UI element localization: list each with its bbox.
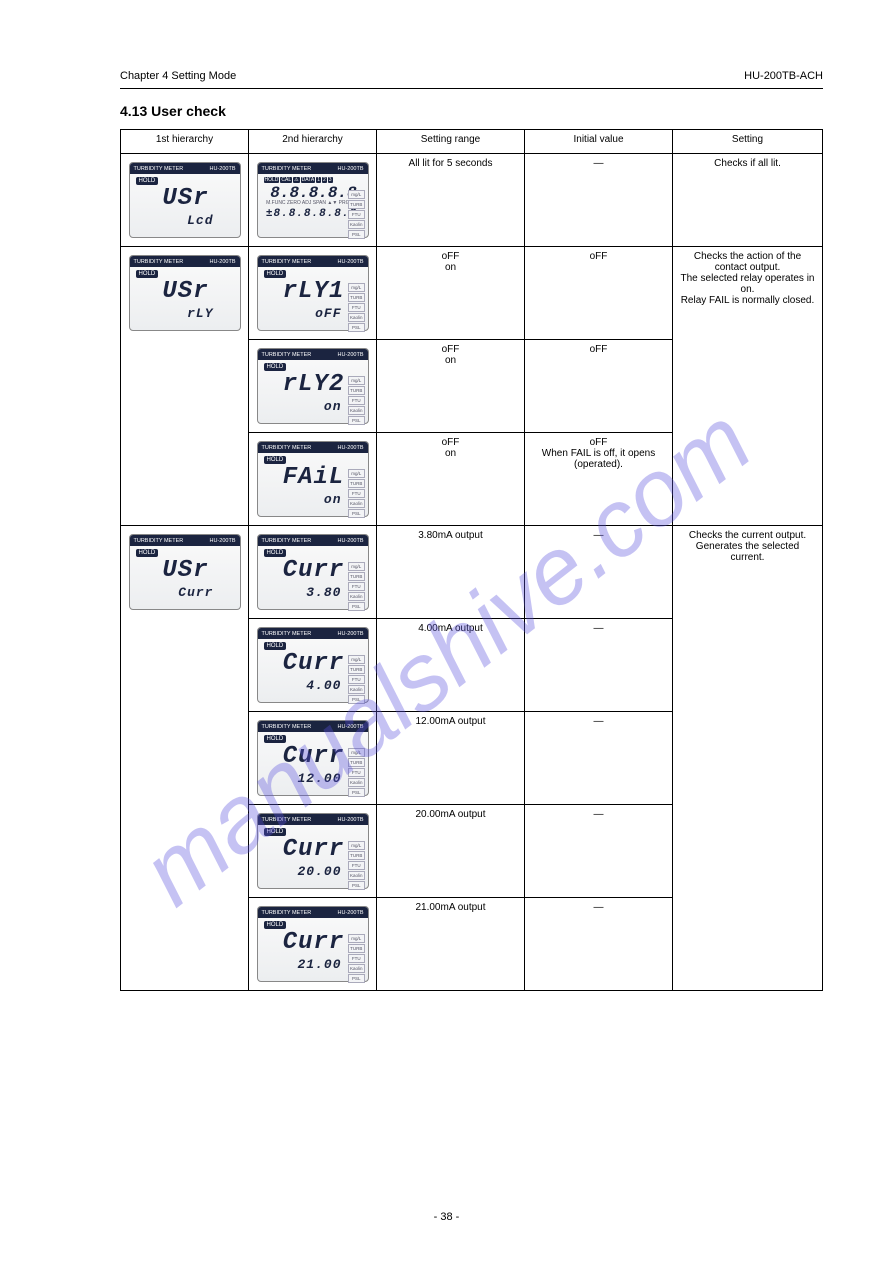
th-3: Setting range (377, 130, 525, 154)
th-5: Setting (673, 130, 823, 154)
lcd-main: USr (136, 280, 236, 304)
hold-badge: HOLD (136, 270, 159, 278)
lcd-display: TURBIDITY METERHU-200TB HOLD rLY1 oFF mg… (257, 255, 369, 331)
hold-badge: HOLD (264, 363, 287, 371)
table-row: TURBIDITY METERHU-200TB HOLD USr Lcd TUR… (121, 154, 823, 247)
lcd-sub: Lcd (136, 214, 236, 227)
l1-cell: TURBIDITY METERHU-200TB HOLD USr Lcd (121, 154, 249, 247)
initial-cell: oFF (525, 247, 673, 340)
initial-cell: — (525, 712, 673, 805)
l1-cell: TURBIDITY METERHU-200TB HOLD USr Curr (121, 526, 249, 991)
lcd-main: USr (136, 559, 236, 583)
range-cell: 21.00mA output (377, 898, 525, 991)
th-2: 2nd hierarchy (249, 130, 377, 154)
lcd-display: TURBIDITY METERHU-200TB HOLD FAiL on mg/… (257, 441, 369, 517)
lcd-display: TURBIDITY METERHU-200TB HOLD Curr 20.00 … (257, 813, 369, 889)
hold-badge: HOLD (264, 828, 287, 836)
range-cell: oFFon (377, 433, 525, 526)
l2-cell: TURBIDITY METERHU-200TB HOLD Curr 4.00 m… (249, 619, 377, 712)
table-row: TURBIDITY METERHU-200TB HOLD USr Curr TU… (121, 526, 823, 619)
th-4: Initial value (525, 130, 673, 154)
hold-badge: HOLD (264, 549, 287, 557)
hold-badge: HOLD (264, 456, 287, 464)
lcd-main: USr (136, 187, 236, 211)
initial-cell: — (525, 898, 673, 991)
l1-cell: TURBIDITY METERHU-200TB HOLD USr rLY (121, 247, 249, 526)
l2-cell: TURBIDITY METERHU-200TB HOLD rLY2 on mg/… (249, 340, 377, 433)
lcd-display: TURBIDITY METERHU-200TB HOLD Curr 21.00 … (257, 906, 369, 982)
lcd-display: TURBIDITY METERHU-200TB HOLD Curr 3.80 m… (257, 534, 369, 610)
lcd-display: TURBIDITY METERHU-200TB HOLD Curr 4.00 m… (257, 627, 369, 703)
range-cell: 12.00mA output (377, 712, 525, 805)
table-row: TURBIDITY METERHU-200TB HOLD USr rLY TUR… (121, 247, 823, 340)
setting-cell: Checks the current output.Generates the … (673, 526, 823, 991)
lcd-display: TURBIDITY METERHU-200TB HOLD USr Lcd (129, 162, 241, 238)
setting-cell: Checks if all lit. (673, 154, 823, 247)
initial-cell: oFF (525, 340, 673, 433)
lcd-sub: Curr (136, 586, 236, 599)
initial-cell: — (525, 154, 673, 247)
hold-badge: HOLD (264, 642, 287, 650)
range-cell: 3.80mA output (377, 526, 525, 619)
section-title: 4.13 User check (120, 103, 823, 119)
lcd-display: TURBIDITY METERHU-200TB HOLD rLY2 on mg/… (257, 348, 369, 424)
model-label: HU-200TB-ACH (744, 70, 823, 82)
range-cell: oFFon (377, 247, 525, 340)
range-cell: 4.00mA output (377, 619, 525, 712)
range-cell: 20.00mA output (377, 805, 525, 898)
page: Chapter 4 Setting Mode HU-200TB-ACH 4.13… (0, 0, 893, 1041)
lcd-display: TURBIDITY METERHU-200TB HOLDCAL⚠DATA123 … (257, 162, 369, 238)
page-number: - 38 - (0, 1211, 893, 1223)
lcd-display: TURBIDITY METERHU-200TB HOLD USr rLY (129, 255, 241, 331)
lcd-display: TURBIDITY METERHU-200TB HOLD Curr 12.00 … (257, 720, 369, 796)
l2-cell: TURBIDITY METERHU-200TB HOLD rLY1 oFF mg… (249, 247, 377, 340)
initial-cell: — (525, 619, 673, 712)
l2-cell: TURBIDITY METERHU-200TB HOLDCAL⚠DATA123 … (249, 154, 377, 247)
header-divider (120, 88, 823, 89)
l2-cell: TURBIDITY METERHU-200TB HOLD Curr 21.00 … (249, 898, 377, 991)
hold-badge: HOLD (264, 921, 287, 929)
hold-badge: HOLD (264, 270, 287, 278)
lcd-sub: rLY (136, 307, 236, 320)
l2-cell: TURBIDITY METERHU-200TB HOLD Curr 20.00 … (249, 805, 377, 898)
hold-badge: HOLD (136, 177, 159, 185)
range-cell: oFFon (377, 340, 525, 433)
hold-badge: HOLD (264, 735, 287, 743)
lcd-display: TURBIDITY METERHU-200TB HOLD USr Curr (129, 534, 241, 610)
page-header: Chapter 4 Setting Mode HU-200TB-ACH (120, 70, 823, 82)
l2-cell: TURBIDITY METERHU-200TB HOLD Curr 3.80 m… (249, 526, 377, 619)
chapter-label: Chapter 4 Setting Mode (120, 70, 236, 82)
settings-table: 1st hierarchy 2nd hierarchy Setting rang… (120, 129, 823, 991)
initial-cell: — (525, 805, 673, 898)
table-header-row: 1st hierarchy 2nd hierarchy Setting rang… (121, 130, 823, 154)
initial-cell: oFFWhen FAIL is off, it opens (operated)… (525, 433, 673, 526)
setting-cell: Checks the action of the contact output.… (673, 247, 823, 526)
range-cell: All lit for 5 seconds (377, 154, 525, 247)
l2-cell: TURBIDITY METERHU-200TB HOLD FAiL on mg/… (249, 433, 377, 526)
l2-cell: TURBIDITY METERHU-200TB HOLD Curr 12.00 … (249, 712, 377, 805)
hold-badge: HOLD (136, 549, 159, 557)
th-1: 1st hierarchy (121, 130, 249, 154)
initial-cell: — (525, 526, 673, 619)
